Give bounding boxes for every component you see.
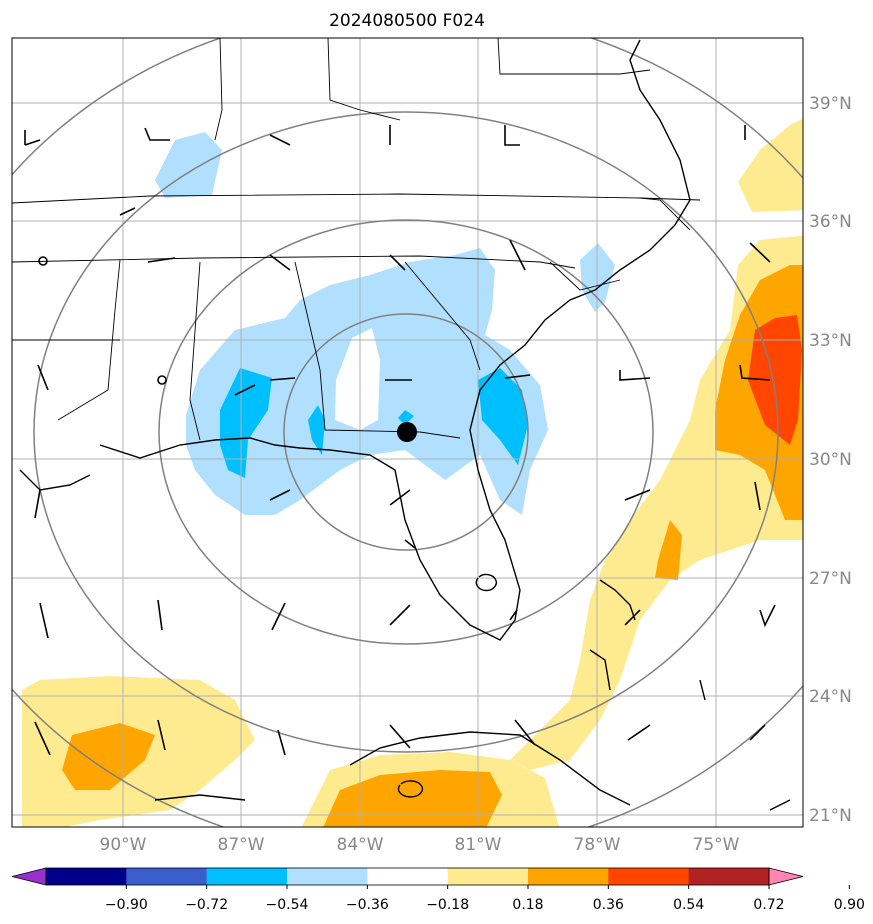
storm-center-marker <box>397 422 417 442</box>
lon-label: 78°W <box>574 835 621 855</box>
map-frame <box>11 37 804 828</box>
range-rings <box>12 38 803 827</box>
lat-label: 30°N <box>809 450 852 470</box>
colorbar-tick-label: −0.36 <box>346 897 389 913</box>
colorbar-tick-label: −0.90 <box>105 897 148 913</box>
colorbar-segment <box>528 868 609 885</box>
colorbar-frame <box>45 867 770 886</box>
strong-negative-region-east <box>478 368 528 465</box>
hot-anomaly-region <box>748 315 802 445</box>
warm-anomaly-region-gulf <box>62 723 155 790</box>
warm-anomaly-region-bahamas <box>655 520 682 580</box>
map-panel <box>12 38 803 827</box>
chart-title: 2024080500 F024 <box>329 11 485 31</box>
colorbar-extend-low <box>11 867 47 886</box>
colorbar-segment <box>46 868 127 885</box>
colorbar-segment <box>608 868 690 885</box>
colorbar-ticks: −0.90 −0.72 −0.54 −0.36 −0.18 0.18 0.36 0.54 0.7… <box>105 885 865 913</box>
colorbar-tick-label: 0.54 <box>673 897 704 913</box>
wind-barbs <box>24 125 776 756</box>
anomaly-fill <box>22 118 803 827</box>
lon-label: 90°W <box>100 835 147 855</box>
lon-label: 84°W <box>337 835 384 855</box>
colorbar-segment <box>447 868 529 885</box>
colorbar-segment <box>287 868 368 885</box>
warm-anomaly-region-cuba <box>323 770 502 827</box>
neutral-hole <box>335 328 380 430</box>
coastlines <box>19 39 791 811</box>
lat-label: 36°N <box>809 212 852 232</box>
colorbar-extend-high <box>768 867 804 886</box>
strong-negative-region-mid <box>308 405 325 455</box>
colorbar-tick-label: 0.90 <box>834 897 865 913</box>
lat-label: 21°N <box>809 806 852 826</box>
positive-anomaly-region-ne <box>738 118 803 212</box>
colorbar-tick-label: 0.72 <box>753 897 784 913</box>
longitude-labels: 90°W 87°W 84°W 81°W 78°W 75°W <box>100 835 740 855</box>
colorbar <box>11 867 804 886</box>
colorbar-tick-label: 0.18 <box>512 897 543 913</box>
colorbar-segment <box>688 868 770 885</box>
state-boundaries <box>12 38 701 441</box>
lon-label: 81°W <box>455 835 502 855</box>
colorbar-tick-label: −0.54 <box>266 897 309 913</box>
colorbar-tick-label: 0.36 <box>593 897 624 913</box>
negative-anomaly-region-ky <box>155 132 222 198</box>
strong-negative-region-ga <box>398 410 414 425</box>
lat-label: 39°N <box>809 94 852 114</box>
colorbar-tick-label: −0.18 <box>426 897 469 913</box>
lat-label: 33°N <box>809 331 852 351</box>
colorbar-tick-label: −0.72 <box>185 897 228 913</box>
strong-negative-region-west <box>220 368 272 478</box>
lon-label: 87°W <box>218 835 265 855</box>
lon-label: 75°W <box>693 835 740 855</box>
colorbar-segment <box>206 868 288 885</box>
lat-label: 24°N <box>809 687 852 707</box>
lat-label: 27°N <box>809 569 852 589</box>
colorbar-segment <box>126 868 208 885</box>
calm-wind-markers <box>38 256 167 385</box>
lat-lon-grid <box>12 38 803 827</box>
colorbar-segment <box>367 868 449 885</box>
latitude-labels: 39°N 36°N 33°N 30°N 27°N 24°N 21°N <box>809 94 852 826</box>
